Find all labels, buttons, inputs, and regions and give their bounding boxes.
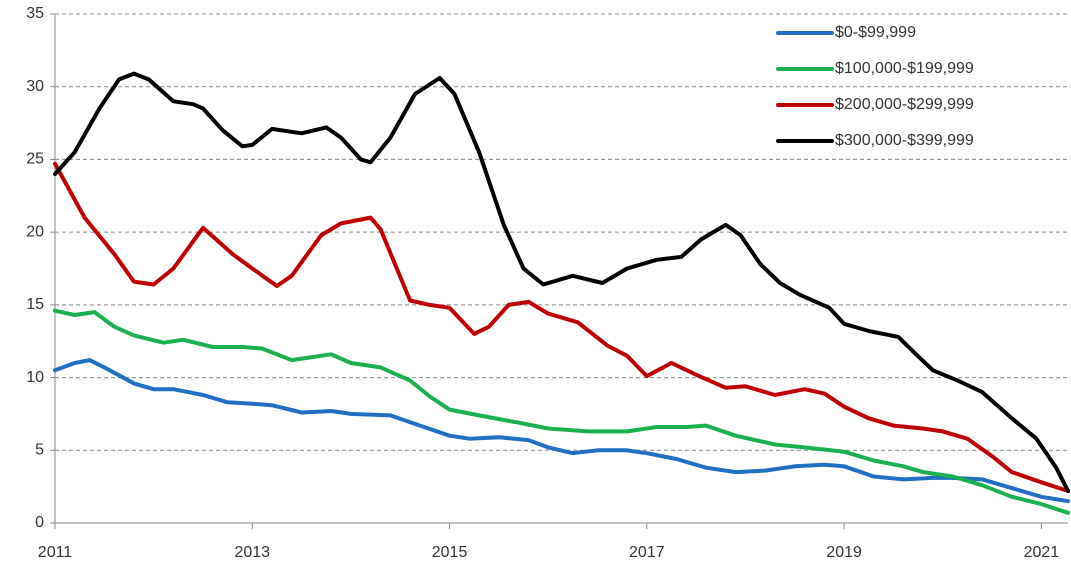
- x-tick-label: 2017: [629, 544, 665, 561]
- series-line: [53, 308, 1070, 515]
- y-tick-label: 0: [35, 514, 44, 531]
- y-tick-label: 5: [35, 442, 44, 459]
- legend-label: $100,000-$199,999: [835, 60, 974, 77]
- legend-label: $0-$99,999: [835, 24, 916, 41]
- x-tick-label: 2013: [234, 544, 270, 561]
- x-tick-label: 2021: [1024, 544, 1060, 561]
- series-line: [53, 358, 1070, 504]
- x-tick-label: 2015: [432, 544, 468, 561]
- y-tick-label: 15: [26, 296, 44, 313]
- series-line: [53, 161, 1070, 493]
- y-tick-label: 25: [26, 151, 44, 168]
- y-tick-label: 30: [26, 78, 44, 95]
- y-tick-label: 10: [26, 369, 44, 386]
- x-tick-label: 2019: [826, 544, 862, 561]
- y-tick-label: 20: [26, 223, 44, 240]
- legend-label: $300,000-$399,999: [835, 132, 974, 149]
- x-tick-label: 2011: [38, 544, 73, 561]
- y-tick-label: 35: [26, 5, 44, 22]
- legend-label: $200,000-$299,999: [835, 96, 974, 113]
- series-line: [53, 71, 1070, 493]
